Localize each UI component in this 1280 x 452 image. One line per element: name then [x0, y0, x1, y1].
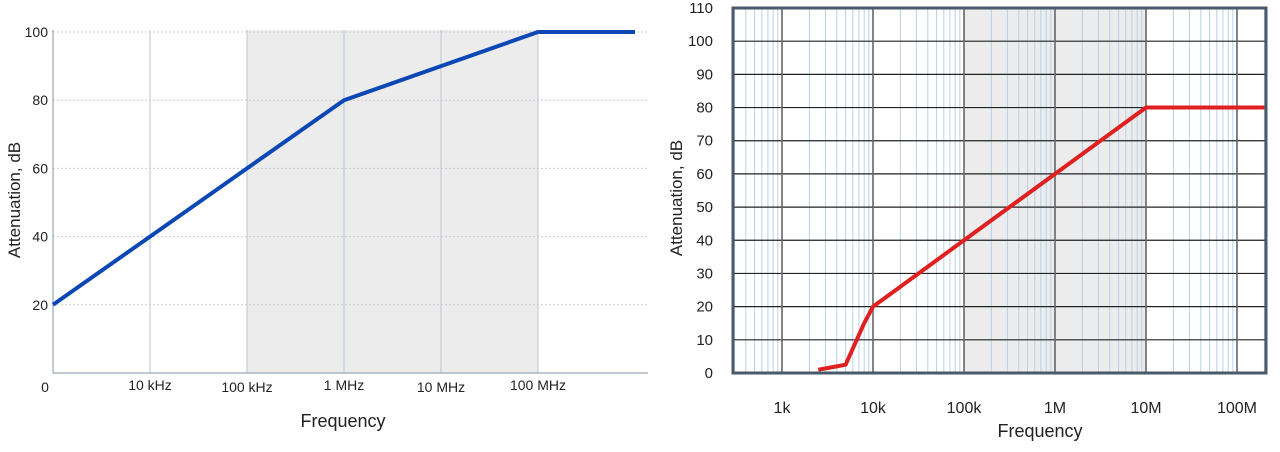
left-grid — [53, 30, 648, 373]
left-x-tick-labels: 0 10 kHz 100 kHz 1 MHz 10 MHz 100 MHz — [41, 377, 566, 395]
left-y-tick-label: 100 — [25, 24, 49, 40]
right-axes — [731, 6, 1268, 375]
right-y-tick-label: 80 — [696, 100, 713, 117]
right-y-tick-label: 50 — [696, 199, 713, 216]
right-x-tick-label: 10M — [1130, 400, 1161, 417]
left-series-line — [51, 30, 635, 307]
left-axes — [52, 30, 648, 374]
right-plot-frame — [731, 6, 1268, 375]
left-y-axis-label: Attenuation, dB — [5, 142, 24, 258]
right-x-axis-label: Frequency — [997, 421, 1082, 441]
right-y-tick-label: 40 — [696, 232, 713, 249]
right-x-tick-label: 10k — [860, 400, 887, 417]
right-x-tick-label: 100M — [1217, 400, 1257, 417]
left-x-tick-label: 10 MHz — [417, 379, 465, 395]
left-y-tick-label: 60 — [32, 160, 48, 176]
right-y-tick-label: 90 — [696, 66, 713, 83]
right-x-tick-label: 1k — [774, 400, 792, 417]
right-series-line — [817, 105, 1265, 372]
left-y-tick-label: 40 — [32, 229, 48, 245]
left-y-tick-labels: 20 40 60 80 100 — [25, 24, 49, 313]
left-x-tick-label: 1 MHz — [324, 377, 364, 393]
right-y-tick-label: 60 — [696, 166, 713, 183]
right-y-tick-label: 10 — [696, 332, 713, 349]
left-shaded-region — [247, 30, 538, 373]
left-x-tick-label: 100 kHz — [221, 379, 272, 395]
right-x-tick-labels: 1k 10k 100k 1M 10M 100M — [774, 400, 1257, 417]
left-y-tick-label: 20 — [32, 297, 48, 313]
right-x-tick-label: 1M — [1044, 400, 1066, 417]
left-chart: 20 40 60 80 100 0 10 kHz 100 kHz 1 MHz 10 MHz 100… — [5, 24, 648, 431]
right-y-tick-label: 100 — [688, 33, 713, 50]
left-x-tick-label: 0 — [41, 379, 49, 395]
right-y-axis-label: Attenuation, dB — [667, 140, 686, 256]
right-y-tick-label: 70 — [696, 133, 713, 150]
right-y-tick-labels: 0 10 20 30 40 50 60 70 80 90 100 110 — [688, 0, 713, 382]
right-y-tick-label: 0 — [705, 365, 713, 382]
right-y-tick-label: 20 — [696, 299, 713, 316]
left-x-tick-label: 100 MHz — [510, 377, 566, 393]
right-x-tick-label: 100k — [947, 400, 983, 417]
right-y-tick-label: 110 — [689, 0, 713, 17]
right-y-tick-label: 30 — [696, 265, 713, 282]
left-x-tick-label: 10 kHz — [128, 377, 172, 393]
left-y-tick-label: 80 — [32, 92, 48, 108]
right-chart: 0 10 20 30 40 50 60 70 80 90 100 110 1k 10k 100k 1M 10M… — [667, 0, 1268, 441]
left-x-axis-label: Frequency — [300, 411, 385, 431]
